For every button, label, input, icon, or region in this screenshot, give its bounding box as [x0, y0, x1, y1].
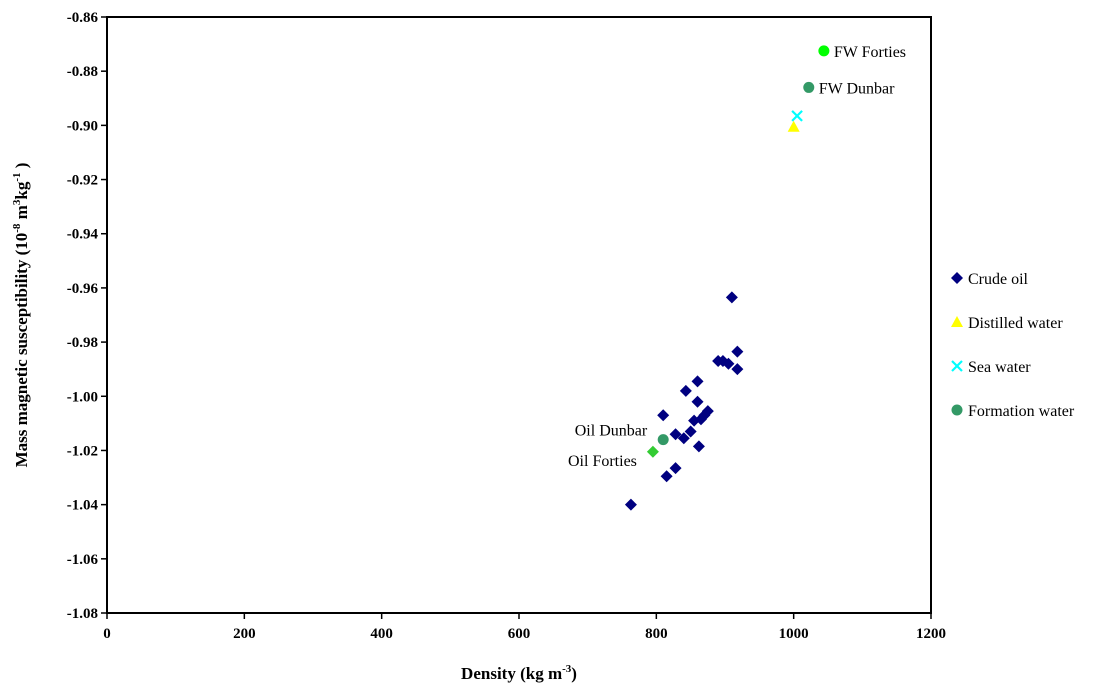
sea-water-point: [791, 110, 803, 122]
y-tick-label: -0.92: [67, 173, 98, 189]
x-tick-label: 1000: [779, 626, 809, 642]
x-tick-label: 200: [233, 626, 256, 642]
sea-water-point-stroke: [791, 110, 803, 122]
y-tick-label: -0.94: [67, 227, 99, 243]
crude-oil-point: [669, 462, 682, 475]
annotation-oil-dunbar: Oil Dunbar: [575, 423, 648, 440]
y-tick-label: -1.08: [67, 606, 98, 622]
y-tick-label: -0.96: [67, 281, 99, 297]
y-tick-label: -0.98: [67, 335, 98, 351]
x-tick-label: 600: [508, 626, 531, 642]
fw-forties-point: [818, 45, 830, 57]
crude-oil-point: [722, 357, 735, 370]
annotation-fw-dunbar: FW Dunbar: [819, 80, 895, 97]
legend-marker-crude-oil: [951, 272, 963, 284]
legend-label-sea-water: Sea water: [968, 359, 1031, 376]
y-tick-label: -0.88: [67, 64, 98, 80]
y-axis-title-text: Mass magnetic susceptibility (10: [12, 233, 31, 468]
legend-marker-formation-water: [951, 404, 963, 416]
x-tick-label: 1200: [916, 626, 946, 642]
y-axis-title-mid1: m: [12, 205, 31, 223]
crude-oil-point: [691, 375, 704, 388]
y-axis-title-sup1: -8: [11, 223, 23, 233]
formation-water-point: [803, 81, 815, 93]
y-axis-title-sup2: 3: [11, 199, 23, 205]
formation-water-point: [657, 434, 669, 446]
annotations: FW Forties FW Dunbar Oil Dunbar Oil Forties: [568, 44, 906, 470]
y-tick-label: -1.00: [67, 389, 98, 405]
crude-oil-point: [691, 395, 704, 408]
crude-oil-point: [684, 425, 697, 438]
legend-marker-distilled-water: [951, 316, 963, 327]
crude-oil-point: [624, 498, 637, 511]
x-tick-label: 800: [645, 626, 668, 642]
crude-oil-point: [657, 409, 670, 422]
crude-oil-point: [725, 291, 738, 304]
y-axis: -0.86 -0.88 -0.90 -0.92 -0.94 -0.96 -0.98 -1.00…: [67, 10, 107, 622]
legend: Crude oil Distilled water Sea water Formati…: [951, 271, 1075, 420]
legend-label-formation-water: Formation water: [968, 403, 1075, 420]
plot-frame: [106, 16, 932, 614]
y-axis-title: Mass magnetic susceptibility (10-8 m3kg-…: [11, 163, 31, 468]
crude-oil-point: [660, 470, 673, 483]
legend-label-distilled-water: Distilled water: [968, 315, 1063, 332]
y-axis-title-end: ): [12, 163, 31, 173]
legend-marker-sea-water-stroke: [951, 360, 963, 372]
y-tick-label: -0.86: [67, 10, 99, 26]
legend-marker-sea-water: [951, 360, 963, 372]
x-axis-title-end: ): [571, 664, 577, 683]
legend-label-crude-oil: Crude oil: [968, 271, 1029, 288]
x-axis: 0 200 400 600 800 1000 1200: [103, 613, 946, 642]
crude-oil-point: [731, 363, 744, 376]
annotation-oil-forties: Oil Forties: [568, 453, 637, 470]
x-tick-label: 0: [103, 626, 111, 642]
data-marks: [624, 45, 830, 511]
distilled-water-point: [787, 120, 800, 132]
x-axis-title: Density (kg m-3): [461, 663, 577, 683]
crude-oil-point: [731, 345, 744, 358]
crude-oil-point: [692, 440, 705, 453]
crude-oil-point: [669, 428, 682, 441]
annotation-fw-forties: FW Forties: [834, 44, 906, 61]
y-tick-label: -0.90: [67, 118, 98, 134]
y-tick-label: -1.02: [67, 443, 98, 459]
y-axis-title-sup3: -1: [11, 173, 23, 182]
plot-area: [106, 16, 932, 614]
x-axis-title-text: Density (kg m: [461, 664, 562, 683]
crude-oil-point: [701, 405, 714, 418]
y-axis-title-mid2: kg: [12, 181, 31, 199]
y-tick-label: -1.04: [67, 498, 99, 514]
crude-oil-point: [677, 432, 690, 445]
y-tick-label: -1.06: [67, 552, 99, 568]
crude-oil-point: [679, 384, 692, 397]
x-tick-label: 400: [370, 626, 393, 642]
x-axis-title-sup: -3: [562, 663, 572, 675]
oil-forties-point: [646, 445, 659, 458]
